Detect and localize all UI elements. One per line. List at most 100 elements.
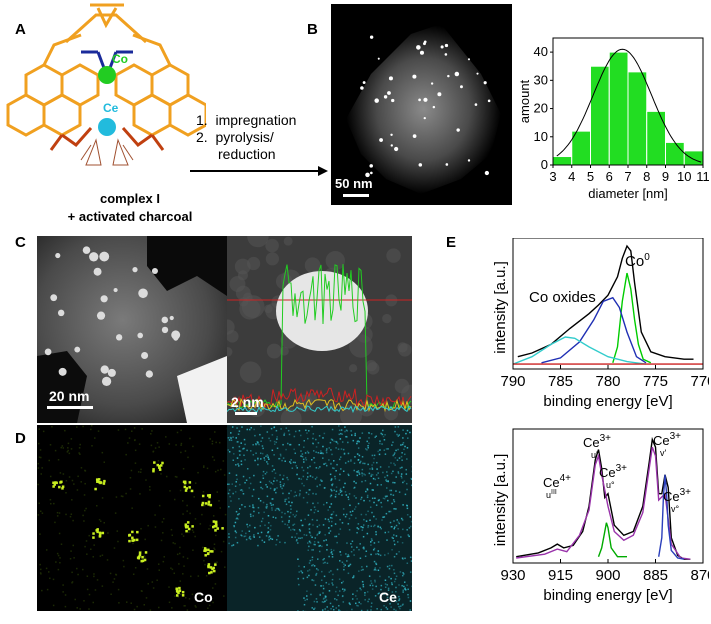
noise-pixel <box>338 425 340 427</box>
noise-pixel <box>331 517 333 519</box>
x-tick-label: 3 <box>549 169 556 184</box>
tem-texture-c-left <box>37 236 227 423</box>
noise-pixel <box>309 532 311 534</box>
noise-pixel <box>350 434 353 436</box>
noise-pixel <box>324 561 326 564</box>
noise-pixel <box>205 575 208 577</box>
noise-pixel <box>202 490 205 493</box>
noise-pixel <box>339 487 342 490</box>
noise-pixel <box>391 502 393 505</box>
noise-pixel <box>390 493 392 496</box>
noise-pixel <box>339 551 341 553</box>
noise-pixel <box>377 472 379 474</box>
noise-pixel <box>400 455 403 458</box>
noise-pixel <box>326 562 329 564</box>
noise-pixel <box>334 598 336 600</box>
co-cluster-pixel <box>209 550 212 553</box>
x-tick-label: 915 <box>548 567 573 584</box>
noise-pixel <box>302 496 305 499</box>
noise-pixel <box>300 570 302 572</box>
noise-pixel <box>269 439 272 442</box>
noise-pixel <box>388 466 390 468</box>
noise-pixel <box>342 595 344 597</box>
noise-pixel <box>356 590 358 592</box>
particle <box>360 86 364 90</box>
noise-pixel <box>404 453 406 456</box>
noise-pixel <box>373 457 375 460</box>
scale-label-c-right: 2 nm <box>231 394 264 410</box>
co-cluster-pixel <box>211 550 214 553</box>
noise-pixel <box>403 573 405 575</box>
noise-pixel <box>330 479 332 482</box>
noise-pixel <box>302 475 305 478</box>
noise-pixel <box>182 500 184 502</box>
particle <box>390 144 393 147</box>
noise-pixel <box>202 546 204 549</box>
noise-pixel <box>311 558 314 561</box>
noise-pixel <box>406 562 409 565</box>
annotation-co-oxides: Co oxides <box>529 289 596 306</box>
noise-pixel <box>257 463 259 466</box>
noise-pixel <box>266 431 269 433</box>
noise-pixel <box>359 557 362 560</box>
noise-pixel <box>403 448 405 451</box>
noise-pixel <box>330 520 333 523</box>
co-cluster-pixel <box>210 571 213 574</box>
noise-pixel <box>383 497 386 500</box>
noise-pixel <box>398 522 401 525</box>
noise-pixel <box>338 493 340 495</box>
noise-pixel <box>331 428 334 431</box>
noise-pixel <box>265 507 268 509</box>
noise-pixel <box>397 472 400 475</box>
noise-pixel <box>334 475 336 478</box>
noise-pixel <box>331 578 334 581</box>
noise-pixel <box>360 513 363 516</box>
noise-pixel <box>271 434 274 436</box>
noise-pixel <box>294 461 296 464</box>
noise-pixel <box>98 518 101 521</box>
noise-pixel <box>383 593 385 595</box>
noise-pixel <box>96 505 98 507</box>
noise-pixel <box>257 544 259 547</box>
co-cluster-pixel <box>207 565 210 569</box>
noise-pixel <box>353 486 356 489</box>
noise-pixel <box>270 427 273 430</box>
x-tick-label: 9 <box>662 169 669 184</box>
co-cluster-pixel <box>141 555 144 559</box>
noise-pixel <box>388 564 391 567</box>
particle <box>374 98 379 103</box>
noise-pixel <box>407 534 409 536</box>
noise-pixel <box>401 459 403 461</box>
noise-pixel <box>37 514 40 516</box>
noise-pixel <box>73 483 75 485</box>
noise-pixel <box>265 455 267 458</box>
noise-pixel <box>140 468 142 471</box>
noise-pixel <box>339 551 342 553</box>
noise-pixel <box>160 539 163 542</box>
particle <box>100 295 108 303</box>
co-cluster-pixel <box>52 481 55 485</box>
noise-pixel <box>253 506 255 509</box>
noise-pixel <box>38 502 40 505</box>
noise-pixel <box>120 495 123 497</box>
noise-pixel <box>168 586 170 588</box>
noise-pixel <box>315 574 317 576</box>
noise-pixel <box>220 468 222 471</box>
noise-pixel <box>103 521 105 524</box>
noise-pixel <box>170 567 172 569</box>
noise-pixel <box>290 508 292 510</box>
noise-pixel <box>353 462 356 465</box>
noise-pixel <box>252 488 255 491</box>
tem-image-b: 50 nm <box>331 4 512 205</box>
noise-pixel <box>209 438 212 440</box>
noise-pixel <box>382 471 384 474</box>
noise-pixel <box>323 432 326 435</box>
support-grain <box>265 238 279 253</box>
noise-pixel <box>180 451 182 454</box>
noise-pixel <box>341 522 344 524</box>
noise-pixel <box>313 608 315 610</box>
y-tick-label: 10 <box>534 129 548 144</box>
noise-pixel <box>154 526 157 528</box>
annotation-ce4-uiii: Ce4+ <box>543 473 571 490</box>
